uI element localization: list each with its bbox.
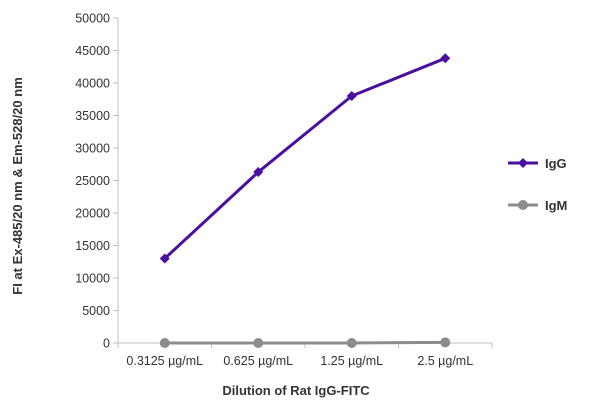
legend-label: IgG	[545, 156, 567, 171]
y-tick-label: 45000	[75, 44, 110, 58]
y-tick-label: 35000	[75, 109, 110, 123]
legend-item-igm: IgM	[508, 198, 567, 213]
legend-item-igg: IgG	[508, 156, 567, 171]
y-tick-label: 30000	[75, 142, 110, 156]
y-tick-label: 50000	[75, 12, 110, 26]
x-tick-label: 2.5 µg/mL	[417, 354, 473, 368]
y-tick-label: 15000	[75, 239, 110, 253]
series-igg	[159, 53, 451, 264]
data-point-igm	[253, 338, 264, 348]
data-point-igm	[159, 338, 170, 348]
x-axis-title: Dilution of Rat IgG-FITC	[222, 383, 370, 398]
series-line-igm	[164, 340, 446, 345]
x-tick-label: 1.25 µg/mL	[320, 354, 383, 368]
series-igm	[159, 337, 451, 348]
series-layer	[159, 53, 451, 348]
y-tick-label: 40000	[75, 77, 110, 91]
y-tick-label: 10000	[75, 272, 110, 286]
data-point-igm	[440, 337, 451, 348]
data-point-igg	[159, 253, 170, 264]
y-axis-title: FI at Ex-485/20 nm & Em-528/20 nm	[10, 77, 25, 294]
legend-swatch-marker	[518, 200, 528, 210]
legend: IgG IgM	[508, 156, 567, 213]
series-line-igg	[163, 56, 446, 260]
y-tick-label: 0	[103, 337, 110, 351]
x-tick-label: 0.625 µg/mL	[223, 354, 293, 368]
data-point-igg	[253, 167, 264, 178]
data-point-igm	[346, 338, 357, 348]
data-point-igg	[346, 91, 357, 101]
y-tick-labels: 0 5000 10000 15000 20000 25000 30000 35000 40000…	[75, 12, 118, 351]
data-point-igg	[440, 53, 451, 64]
y-tick-label: 25000	[75, 174, 110, 188]
legend-swatch-marker	[518, 158, 528, 168]
y-tick-label: 20000	[75, 207, 110, 221]
x-tick-labels: 0.3125 µg/mL 0.625 µg/mL 1.25 µg/mL 2.5 µg/…	[117, 343, 493, 368]
y-tick-label: 5000	[82, 304, 110, 318]
legend-label: IgM	[545, 198, 567, 213]
x-tick-label: 0.3125 µg/mL	[126, 354, 203, 368]
